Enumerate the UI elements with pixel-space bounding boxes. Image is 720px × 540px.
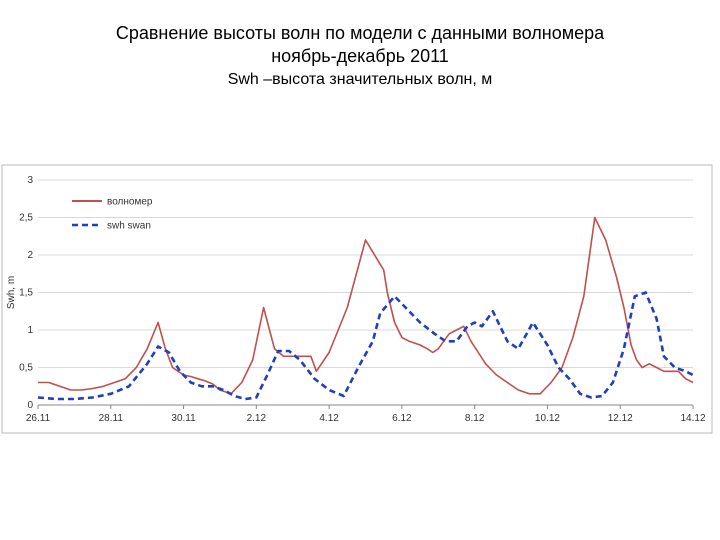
x-tick-label: 8.12 (465, 413, 485, 424)
slide-title-period: ноябрь-декабрь 2011 (271, 46, 449, 66)
x-tick-label: 6.12 (392, 413, 412, 424)
y-tick-label: 0,5 (19, 363, 33, 374)
x-tick-label: 14.12 (680, 413, 705, 424)
y-axis-label: Swh, m (6, 276, 17, 309)
y-tick-label: 2 (27, 250, 33, 261)
chart-legend: волномер swh swan (72, 197, 153, 232)
y-tick-label: 3 (27, 175, 33, 186)
x-tick-label: 28.11 (99, 413, 124, 424)
y-tick-label: 0 (27, 400, 33, 411)
x-tick-label: 12.12 (608, 413, 633, 424)
series-layer (37, 216, 694, 401)
chart-frame (1, 164, 713, 434)
x-tick-label: 10.12 (535, 413, 560, 424)
legend-label-wavemeter: волномер (107, 197, 153, 208)
series-line-swan (37, 291, 694, 401)
y-tick-label: 1,5 (19, 288, 33, 299)
x-tick-label: 2.12 (247, 413, 267, 424)
x-tick-label: 26.11 (26, 413, 51, 424)
slide-subtitle: Swh –высота значительных волн, м (227, 71, 493, 88)
x-tick-label: 4.12 (319, 413, 339, 424)
y-tick-label: 1 (27, 325, 33, 336)
y-tick-label: 2,5 (19, 213, 33, 224)
legend-label-swan: swh swan (107, 221, 151, 232)
x-axis-ticks: 26.11 28.11 30.11 2.12 4.12 6.12 8.12 10.12 12.1… (26, 405, 706, 424)
slide-title: Сравнение высоты волн по модели с данным… (115, 23, 605, 43)
x-tick-label: 30.11 (171, 413, 196, 424)
y-axis-ticks: 0 0,5 1 1,5 2 2,5 3 (19, 175, 33, 411)
